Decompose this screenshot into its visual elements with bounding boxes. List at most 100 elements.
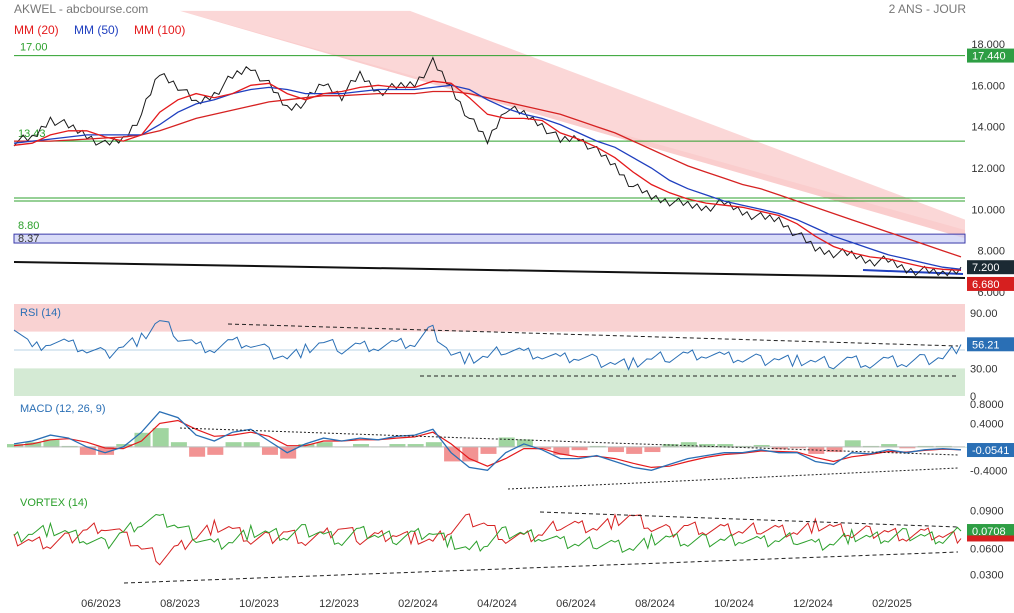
- price-badge-low-bg: [967, 276, 1014, 291]
- macd-hist-bar: [407, 444, 424, 448]
- price-badge-last: 7.200: [972, 262, 1000, 274]
- x-tick-label: 12/2023: [319, 598, 359, 610]
- macd-hist-bar: [899, 446, 916, 449]
- macd-hist-bar: [516, 439, 533, 448]
- price-badge-high-bg: [967, 48, 1014, 63]
- price-tick: 14.000: [971, 122, 1005, 134]
- macd-hist-bar: [753, 444, 770, 448]
- macd-hist-bar: [261, 446, 278, 455]
- vortex-badge-plus: 0.0708: [972, 526, 1006, 538]
- macd-hist-bar: [152, 428, 169, 448]
- macd-hist-bar: [553, 446, 570, 455]
- macd-upper-line: [179, 427, 959, 456]
- macd-hist-bar: [462, 446, 479, 462]
- rsi-tick: 0: [970, 391, 976, 403]
- x-tick-label: 08/2024: [635, 598, 675, 610]
- macd-hist-bar: [98, 446, 115, 455]
- x-tick-label: 06/2024: [556, 598, 596, 610]
- macd-badge-bg: [967, 443, 1014, 458]
- price-line: [13, 56, 962, 277]
- macd-hist-bar: [170, 442, 187, 448]
- legend-ma100: MM (100): [134, 23, 186, 37]
- macd-hist-bar: [680, 442, 697, 448]
- period-label: 2 ANS - JOUR: [888, 2, 966, 16]
- macd-hist-bar: [225, 442, 242, 448]
- macd-tick: -0.4000: [970, 465, 1007, 477]
- macd-hist-bar: [771, 446, 788, 450]
- ma100-line: [14, 90, 962, 258]
- vortex-upper-line: [539, 511, 959, 528]
- macd-hist-bar: [189, 446, 206, 457]
- price-tick: 18.000: [971, 39, 1005, 51]
- price-badge-last-bg: [967, 260, 1014, 275]
- macd-hist-bar: [662, 444, 679, 448]
- long-trendline: [13, 261, 966, 279]
- ma50-line: [13, 84, 962, 270]
- x-tick-label: 10/2024: [714, 598, 754, 610]
- descending-channel-lower: [180, 10, 965, 239]
- vortex-tick: 0.0300: [970, 569, 1004, 581]
- macd-hist-bar: [425, 442, 442, 448]
- macd-hist-bar: [207, 446, 224, 455]
- macd-hist-bar: [389, 444, 406, 448]
- macd-hist-bar: [43, 439, 60, 448]
- rsi-badge: 56.21: [972, 339, 1000, 351]
- macd-hist-bar: [353, 444, 370, 448]
- macd-tick: 0.4000: [970, 418, 1004, 430]
- rsi-overbought-zone: [14, 304, 965, 332]
- macd-hist-bar: [644, 446, 661, 453]
- macd-signal-line: [13, 419, 962, 469]
- rsi-resistance-line: [227, 323, 959, 347]
- macd-hist-bar: [717, 444, 734, 448]
- rsi-tick: 30.00: [970, 363, 998, 375]
- macd-hist-bar: [626, 446, 643, 454]
- macd-hist-bar: [79, 446, 96, 455]
- macd-hist-bar: [498, 437, 515, 448]
- price-tick: 10.000: [971, 204, 1005, 216]
- vortex-badge-minus-bg: [967, 535, 1014, 542]
- ma-legend: MM (20) MM (50) MM (100): [14, 23, 185, 37]
- price-tick: 16.000: [971, 80, 1005, 92]
- x-tick-label: 08/2023: [160, 598, 200, 610]
- support-zone: [13, 233, 966, 244]
- macd-hist-bar: [790, 446, 807, 449]
- macd-hist-bar: [571, 446, 588, 451]
- descending-channel: [180, 10, 965, 239]
- level-label-880: 8.80: [18, 220, 39, 232]
- rsi-tick: 90.00: [970, 308, 998, 320]
- ma20-line: [13, 80, 962, 271]
- macd-title: MACD (12, 26, 9): [20, 403, 106, 415]
- x-tick-label: 04/2024: [477, 598, 517, 610]
- vortex-lower-line: [123, 551, 959, 584]
- vortex-title: VORTEX (14): [20, 497, 88, 509]
- macd-hist-bar: [480, 446, 497, 454]
- x-tick-label: 12/2024: [793, 598, 833, 610]
- macd-hist-bar: [826, 446, 843, 453]
- macd-badge: -0.0541: [972, 445, 1009, 457]
- vortex-minus-line: [13, 513, 962, 566]
- macd-lower-line: [507, 467, 959, 490]
- x-tick-label: 02/2025: [872, 598, 912, 610]
- macd-tick: 0.8000: [970, 399, 1004, 411]
- macd-hist-bar: [535, 446, 552, 450]
- x-tick-label: 02/2024: [398, 598, 438, 610]
- vortex-badge-plus-bg: [967, 524, 1014, 539]
- price-tick: 8.000: [977, 246, 1005, 258]
- level-label-837: 8.37: [18, 233, 39, 245]
- vortex-plus-line: [13, 513, 962, 554]
- macd-hist-bar: [844, 440, 861, 448]
- vortex-tick: 0.0600: [970, 544, 1004, 556]
- price-badge-low: 6.680: [972, 279, 1000, 291]
- level-label-17: 17.00: [20, 42, 48, 54]
- legend-ma50: MM (50): [74, 23, 119, 37]
- macd-hist-bar: [243, 442, 260, 448]
- macd-hist-bar: [881, 444, 898, 448]
- macd-line: [13, 410, 962, 471]
- macd-hist-bar: [607, 446, 624, 453]
- vortex-tick: 0.0900: [970, 506, 1004, 518]
- x-tick-label: 06/2023: [81, 598, 121, 610]
- macd-hist-bar: [316, 442, 333, 448]
- chart-title: AKWEL - abcbourse.com: [14, 2, 149, 16]
- rsi-oversold-zone: [14, 368, 965, 396]
